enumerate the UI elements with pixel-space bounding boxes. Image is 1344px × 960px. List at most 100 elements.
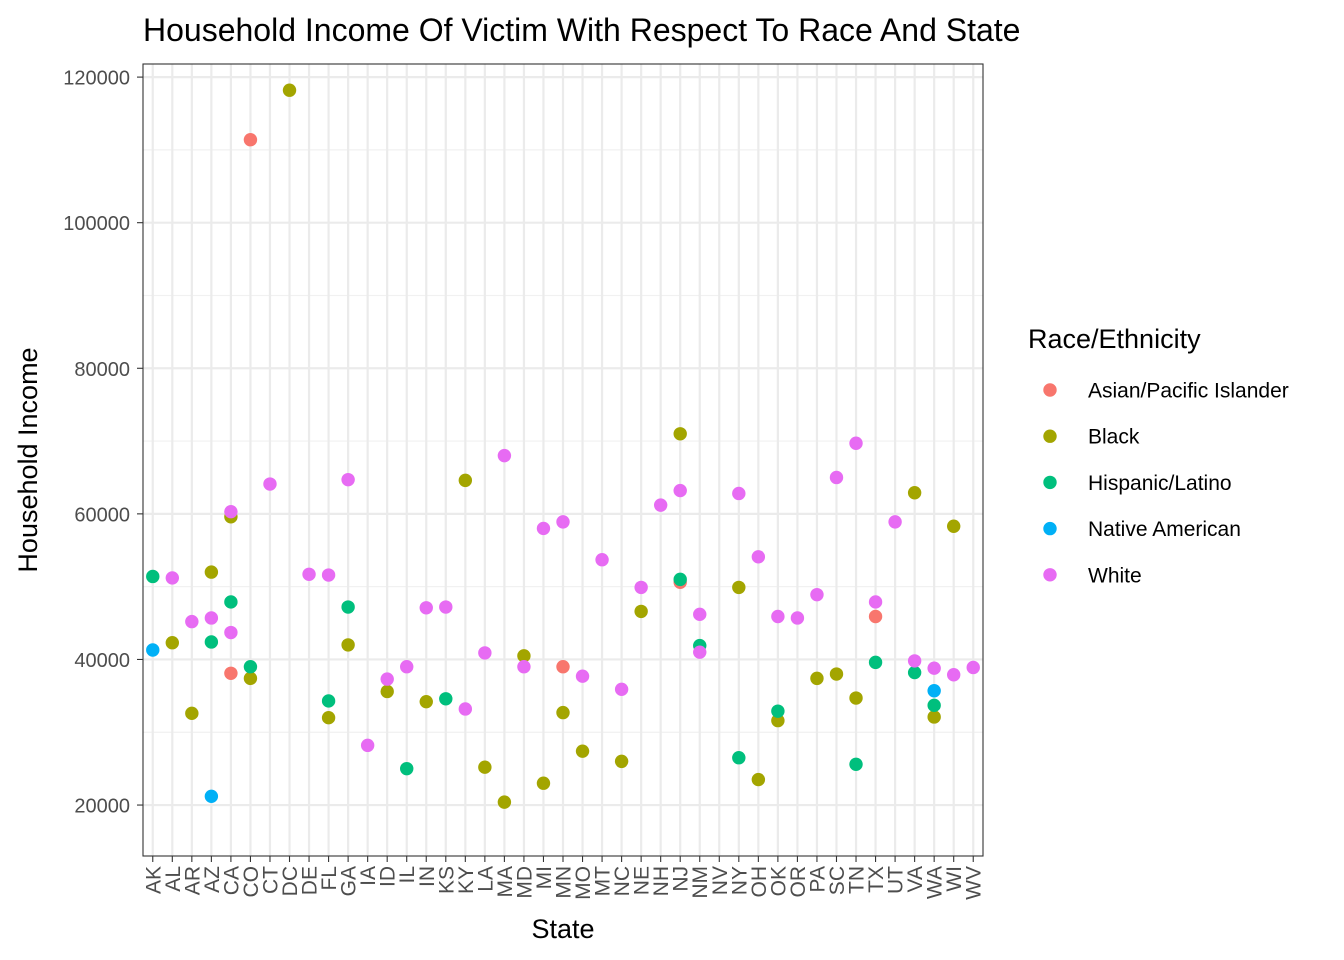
- data-point: [341, 472, 355, 487]
- x-tick-label: CA: [220, 866, 243, 895]
- data-point: [634, 580, 648, 595]
- data-point: [868, 655, 883, 670]
- x-tick-label: IL: [396, 866, 419, 884]
- x-tick-label: CO: [240, 866, 263, 898]
- legend-key: [1043, 521, 1057, 536]
- legend-item: Native American: [1043, 518, 1241, 541]
- x-tick-label: MA: [494, 866, 517, 898]
- x-tick-label: WV: [963, 866, 986, 900]
- data-point: [829, 470, 844, 485]
- data-point: [556, 660, 570, 674]
- y-axis: 20000 40000 60000 80000 100000 120000: [63, 68, 143, 818]
- legend-key: [1043, 568, 1057, 582]
- data-point: [380, 684, 394, 699]
- data-point: [907, 665, 922, 680]
- data-point: [907, 654, 922, 668]
- x-tick-label: GA: [338, 866, 361, 896]
- data-point: [693, 607, 707, 622]
- data-point: [614, 682, 629, 697]
- x-tick-label: IN: [416, 866, 439, 887]
- x-tick-label: FL: [318, 866, 341, 891]
- data-point: [224, 504, 238, 519]
- legend-label: White: [1088, 564, 1142, 587]
- data-point: [185, 706, 199, 721]
- data-point: [790, 611, 805, 625]
- data-point: [380, 672, 394, 686]
- x-tick-label: WA: [924, 866, 947, 899]
- data-point: [360, 738, 375, 753]
- x-tick-label: LA: [474, 866, 497, 892]
- data-point: [263, 477, 277, 491]
- data-point: [771, 713, 785, 728]
- data-point: [888, 515, 902, 529]
- data-point: [868, 609, 883, 624]
- data-point: [400, 660, 414, 674]
- x-tick-label: DE: [299, 866, 322, 895]
- legend-item: Hispanic/Latino: [1043, 472, 1232, 495]
- data-point: [302, 567, 316, 581]
- data-point: [204, 789, 219, 804]
- data-point: [595, 553, 609, 567]
- data-point: [693, 645, 707, 659]
- data-point: [653, 498, 668, 512]
- x-tick-label: WI: [943, 866, 966, 892]
- data-point: [771, 704, 785, 718]
- y-tick-label: 60000: [74, 504, 130, 526]
- y-tick-label: 20000: [74, 796, 130, 818]
- chart-title: Household Income Of Victim With Respect …: [143, 12, 1020, 48]
- data-point: [575, 744, 590, 758]
- y-tick-label: 120000: [63, 68, 130, 90]
- legend-key: [1043, 429, 1057, 443]
- x-tick-label: MO: [572, 866, 595, 900]
- legend-item: Black: [1043, 426, 1140, 449]
- data-point: [185, 614, 199, 629]
- data-point: [478, 646, 492, 660]
- data-point: [458, 473, 473, 488]
- data-point: [321, 568, 336, 582]
- x-tick-label: AR: [181, 866, 204, 895]
- x-tick-label: CT: [259, 866, 282, 894]
- data-point: [673, 572, 687, 587]
- data-point: [341, 638, 355, 652]
- x-axis: AKALARAZCACOCTDCDEFLGAIAIDILINKSKYLAMAMD…: [142, 856, 986, 900]
- x-tick-label: NM: [689, 866, 712, 899]
- data-point: [810, 587, 824, 602]
- x-tick-label: NV: [709, 866, 732, 895]
- data-point: [458, 702, 473, 716]
- x-tick-label: AK: [142, 866, 165, 894]
- data-point: [243, 133, 258, 147]
- data-point: [146, 643, 160, 657]
- data-point: [536, 521, 551, 536]
- data-point: [243, 660, 258, 674]
- x-tick-label: MN: [553, 866, 576, 899]
- data-points: [146, 83, 980, 809]
- data-point: [946, 668, 961, 682]
- legend-label: Native American: [1088, 518, 1241, 541]
- data-point: [204, 611, 219, 625]
- data-point: [732, 580, 746, 595]
- y-tick-label: 100000: [63, 213, 130, 235]
- data-point: [673, 427, 687, 441]
- x-tick-label: AL: [162, 866, 185, 892]
- data-point: [868, 595, 883, 609]
- data-point: [282, 83, 297, 97]
- x-tick-label: UT: [885, 866, 908, 894]
- data-point: [146, 569, 160, 584]
- data-point: [419, 601, 433, 615]
- x-tick-label: KY: [455, 866, 478, 894]
- data-point: [927, 684, 941, 698]
- data-point: [165, 571, 180, 585]
- data-point: [517, 649, 531, 663]
- x-tick-label: MI: [533, 866, 556, 889]
- data-point: [224, 625, 238, 640]
- data-point: [614, 754, 629, 769]
- data-point: [927, 661, 941, 675]
- legend-item: White: [1043, 564, 1142, 587]
- x-tick-label: PA: [806, 866, 829, 892]
- data-point: [419, 694, 433, 709]
- data-point: [556, 515, 570, 529]
- data-point: [204, 565, 219, 579]
- legend-key: [1043, 475, 1057, 490]
- major-gridlines: [143, 64, 983, 856]
- data-point: [341, 600, 355, 614]
